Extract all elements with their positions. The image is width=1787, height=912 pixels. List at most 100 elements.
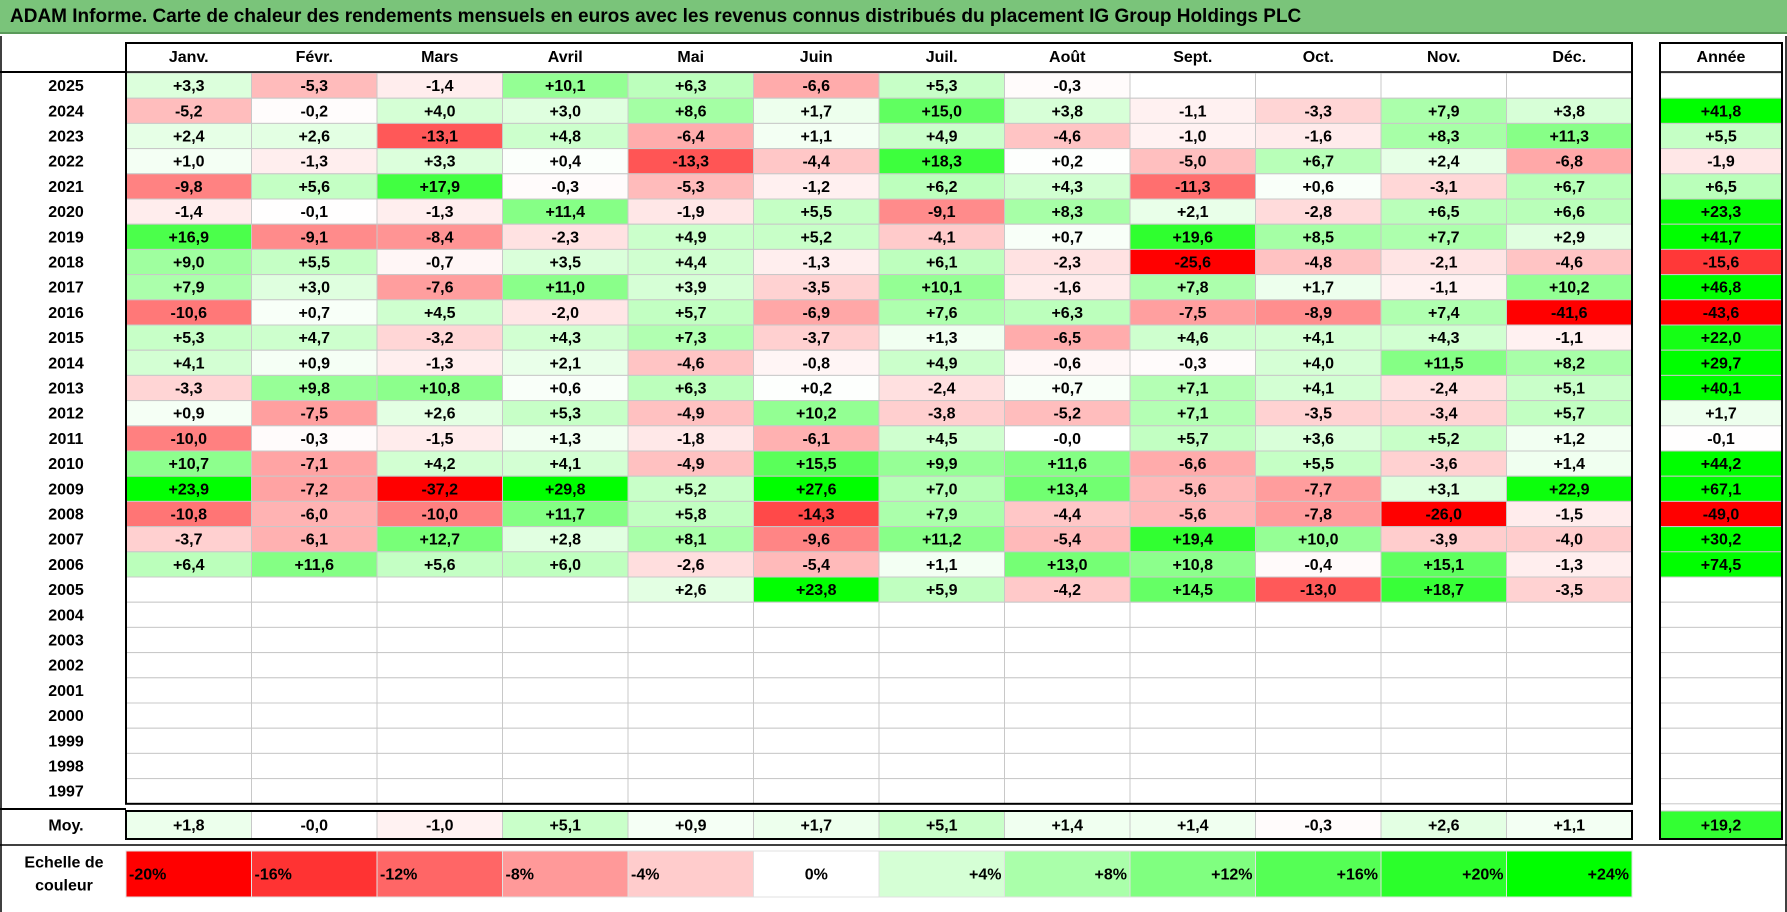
- heatmap-cell-value: +0,7: [298, 305, 330, 322]
- heatmap-cell-bg: [376, 198, 503, 225]
- heatmap-cell-bg: [1506, 626, 1633, 654]
- heatmap-cell-bg: [1255, 752, 1382, 780]
- heatmap-cell-value: +16,9: [169, 229, 210, 246]
- heatmap-cell-bg: [125, 122, 252, 150]
- heatmap-cell-bg: [125, 702, 252, 729]
- heatmap-cell-value: -5,4: [1053, 532, 1081, 549]
- heatmap-cell-bg: [1004, 374, 1131, 402]
- heatmap-cell-bg: [1129, 526, 1256, 553]
- heatmap-cell-bg: [1506, 601, 1633, 628]
- heatmap-cell-bg: [1004, 652, 1131, 679]
- heatmap-cell-value: -6,6: [1179, 456, 1207, 473]
- heatmap-cell-value: +6,6: [1553, 204, 1585, 221]
- heatmap-cell-bg: [753, 727, 880, 754]
- heatmap-cell-value: +7,1: [1177, 406, 1209, 423]
- heatmap-cell-bg: [502, 148, 629, 175]
- heatmap-cell-bg: [125, 752, 252, 780]
- heatmap-cell-bg: [1255, 400, 1382, 427]
- heatmap-cell-value: +19,4: [1173, 532, 1214, 549]
- heatmap-cell-bg: [1255, 601, 1382, 628]
- heatmap-cell-value: -3,4: [1430, 406, 1458, 423]
- heatmap-cell-value: -37,2: [422, 481, 459, 498]
- annual-cell-bg: [1659, 324, 1783, 351]
- heatmap-cell-value: +4,5: [926, 431, 958, 448]
- annual-cell-bg: [1659, 475, 1783, 502]
- heatmap-cell-bg: [251, 652, 378, 679]
- heatmap-cell-value: -9,8: [175, 179, 203, 196]
- heatmap-cell-bg: [125, 500, 252, 528]
- heatmap-cell-bg: [878, 475, 1005, 502]
- average-label: Moy.: [48, 818, 83, 835]
- heatmap-cell-bg: [1129, 677, 1256, 704]
- heatmap-cell-value: +1,2: [1553, 431, 1585, 448]
- heatmap-cell-value: -6,6: [802, 78, 830, 95]
- heatmap-cell-bg: [1506, 500, 1633, 528]
- heatmap-cell-bg: [1004, 752, 1131, 780]
- heatmap-cell-bg: [125, 551, 252, 578]
- heatmap-cell-bg: [753, 652, 880, 679]
- heatmap-cell-bg: [878, 601, 1005, 628]
- heatmap-cell-value: +4,3: [549, 330, 581, 347]
- heatmap-cell-value: +6,4: [173, 557, 205, 574]
- heatmap-cell-bg: [125, 601, 252, 628]
- heatmap-cell-bg: [1380, 500, 1507, 528]
- heatmap-cell-bg: [1506, 778, 1633, 805]
- scale-label-line1: Echelle de: [24, 855, 103, 872]
- heatmap-cell-bg: [1129, 97, 1256, 124]
- heatmap-cell-value: +6,3: [675, 381, 707, 398]
- heatmap-cell-bg: [627, 601, 754, 628]
- annual-cell-bg: [1659, 299, 1783, 326]
- heatmap-cell-bg: [1255, 500, 1382, 528]
- heatmap-cell-value: -1,1: [1555, 330, 1583, 347]
- heatmap-cell-value: -1,6: [1304, 129, 1332, 146]
- heatmap-cell-bg: [251, 475, 378, 502]
- annual-cell-bg: [1659, 173, 1783, 200]
- scale-swatch: [1255, 850, 1382, 898]
- heatmap-cell-bg: [1506, 702, 1633, 729]
- scale-tick-label: -4%: [631, 867, 659, 884]
- heatmap-cell-value: +2,6: [298, 129, 330, 146]
- heatmap-cell-bg: [1004, 727, 1131, 754]
- heatmap-cell-bg: [1004, 677, 1131, 704]
- heatmap-cell-value: -14,3: [798, 507, 835, 524]
- heatmap-cell-bg: [1129, 374, 1256, 402]
- heatmap-cell-value: -3,3: [175, 381, 203, 398]
- annual-cell-value: +41,7: [1701, 229, 1742, 246]
- heatmap-cell-value: -4,6: [1555, 255, 1583, 272]
- heatmap-cell-value: +1,1: [800, 129, 832, 146]
- heatmap-cell-bg: [753, 702, 880, 729]
- heatmap-cell-value: +11,4: [545, 204, 585, 221]
- heatmap-cell-value: +7,1: [1177, 381, 1209, 398]
- scale-swatch: [1004, 850, 1131, 898]
- heatmap-cell-value: +6,7: [1302, 154, 1334, 171]
- year-label: 2018: [48, 255, 84, 272]
- scale-tick-label: +4%: [969, 867, 1001, 884]
- heatmap-cell-value: +13,0: [1047, 557, 1088, 574]
- heatmap-cell-bg: [1129, 778, 1256, 805]
- heatmap-cell-value: +4,2: [424, 456, 456, 473]
- heatmap-cell-bg: [1129, 223, 1256, 250]
- scale-swatch: [125, 850, 252, 898]
- heatmap-cell-bg: [251, 601, 378, 628]
- heatmap-cell-value: +5,1: [1553, 381, 1585, 398]
- heatmap-cell-value: +3,8: [1553, 103, 1585, 120]
- heatmap-cell-bg: [1255, 727, 1382, 754]
- heatmap-cell-value: -41,6: [1551, 305, 1588, 322]
- heatmap-cell-value: -9,1: [300, 229, 328, 246]
- month-header: Févr.: [296, 49, 333, 66]
- heatmap-cell-bg: [376, 677, 503, 704]
- year-label: 2001: [48, 683, 84, 700]
- heatmap-cell-bg: [1255, 702, 1382, 729]
- heatmap-cell-bg: [1004, 173, 1131, 200]
- heatmap-cell-value: +5,7: [1553, 406, 1585, 423]
- annual-cell-value: +44,2: [1701, 456, 1742, 473]
- heatmap-cell-value: +23,9: [169, 481, 210, 498]
- heatmap-cell-value: -7,5: [1179, 305, 1207, 322]
- heatmap-cell-value: +1,7: [800, 103, 832, 120]
- year-label: 2009: [48, 481, 84, 498]
- heatmap-cell-value: +4,6: [1177, 330, 1209, 347]
- heatmap-cell-value: +5,6: [298, 179, 330, 196]
- heatmap-cell-bg: [753, 299, 880, 326]
- heatmap-cell-value: -0,2: [300, 103, 328, 120]
- heatmap-cell-value: -3,5: [1304, 406, 1332, 423]
